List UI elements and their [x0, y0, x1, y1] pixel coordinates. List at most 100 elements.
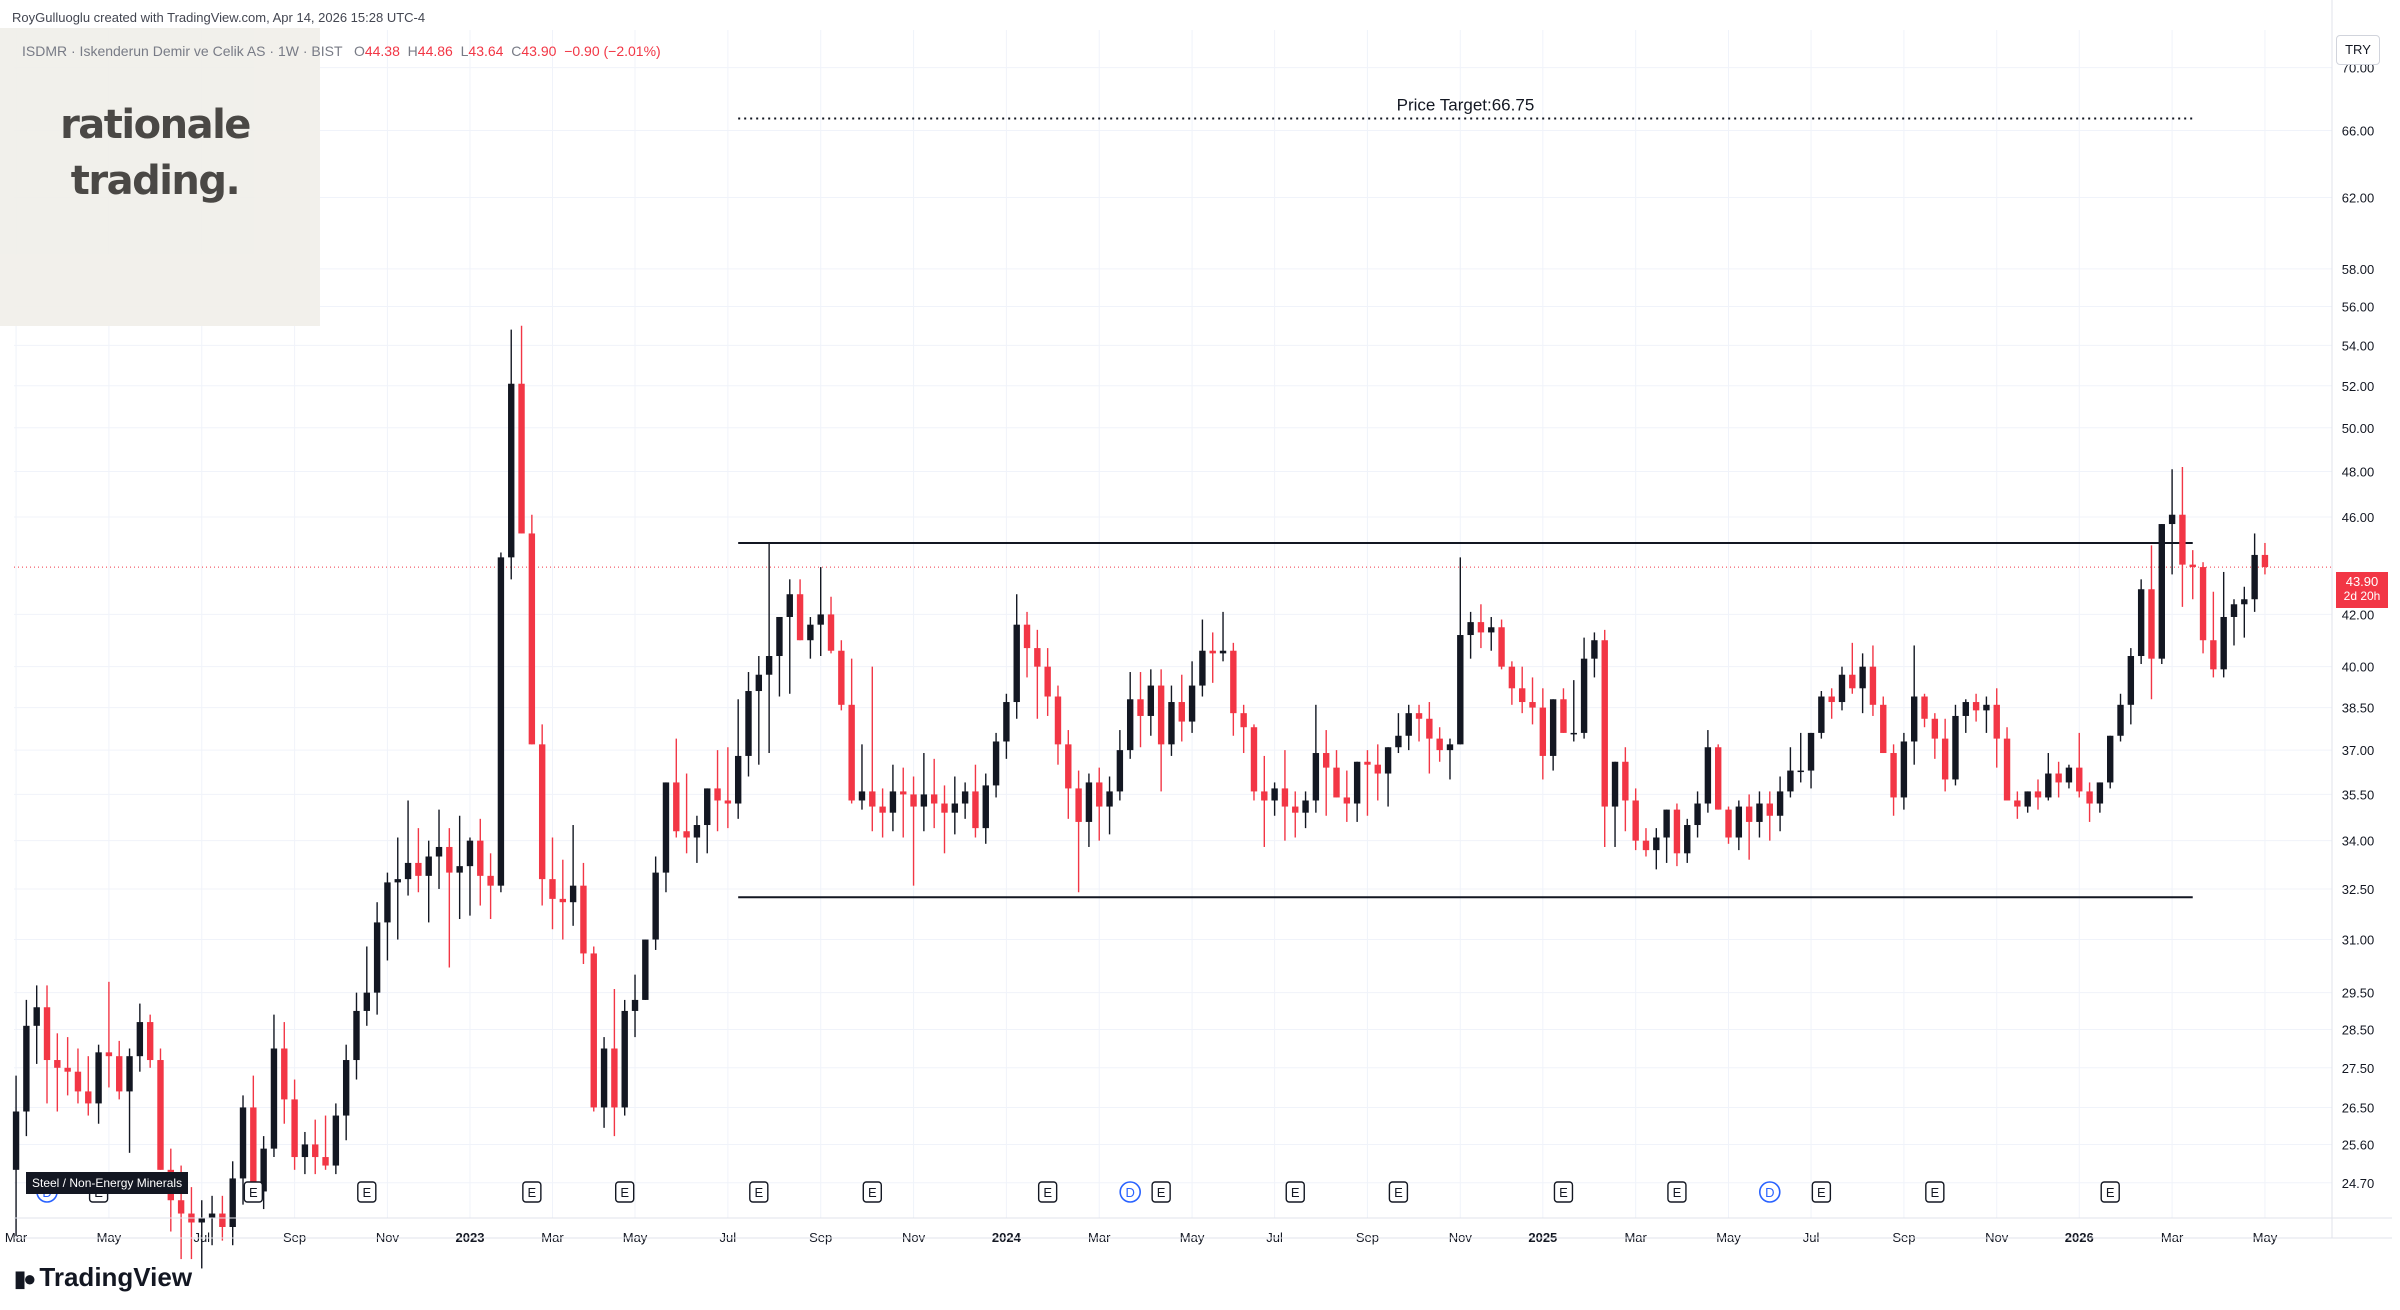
- candle-body: [2086, 791, 2093, 804]
- y-tick-label: 56.00: [2342, 299, 2375, 314]
- sector-label[interactable]: Steel / Non-Energy Minerals: [26, 1172, 189, 1194]
- candle: [600, 1037, 608, 1128]
- candle-body: [600, 1048, 608, 1108]
- candle: [1818, 691, 1825, 739]
- candle-body: [1426, 718, 1433, 739]
- candle-body: [312, 1144, 319, 1158]
- candle-body: [982, 785, 989, 829]
- candle-body: [415, 862, 422, 876]
- candle-body: [1807, 732, 1815, 771]
- y-tick-label: 24.70: [2342, 1176, 2375, 1191]
- candle: [1261, 755, 1268, 847]
- candle: [2127, 648, 2135, 725]
- candle: [910, 776, 917, 886]
- candle: [1591, 632, 1598, 678]
- candle: [1931, 713, 1939, 759]
- candle: [1508, 661, 1516, 705]
- candle-body: [1384, 747, 1392, 774]
- candle-body: [1849, 674, 1856, 689]
- candle-body: [652, 872, 659, 940]
- tradingview-logo[interactable]: ▮● TradingView: [14, 1262, 192, 1293]
- candle-body: [1818, 696, 1825, 733]
- candle-body: [1034, 648, 1041, 667]
- candle: [1673, 803, 1681, 867]
- earnings-marker: [862, 1181, 882, 1203]
- candle-body: [1745, 806, 1753, 822]
- candle: [611, 989, 618, 1137]
- candle: [2220, 571, 2227, 678]
- candle: [1694, 791, 1701, 838]
- symbol-legend[interactable]: ISDMR · Iskenderun Demir ve Celik AS · 1…: [22, 43, 661, 59]
- candle-body: [1013, 624, 1020, 703]
- candle: [260, 1136, 267, 1210]
- candle: [1880, 696, 1887, 754]
- candle-body: [858, 791, 866, 801]
- candle: [2137, 579, 2145, 664]
- candle: [1653, 828, 1660, 870]
- candle: [1477, 604, 1485, 649]
- candle-body: [518, 383, 525, 534]
- candle: [363, 946, 371, 1026]
- candle-body: [1137, 699, 1144, 716]
- candle-body: [1900, 741, 1908, 798]
- open-label: O: [353, 43, 365, 59]
- candle-body: [1168, 702, 1175, 745]
- y-tick-label: 48.00: [2342, 464, 2375, 479]
- candle: [1849, 642, 1856, 694]
- candle: [1250, 724, 1258, 801]
- candle-body: [1549, 699, 1557, 756]
- candle-body: [1023, 624, 1031, 649]
- candle-body: [1353, 761, 1361, 804]
- candle: [590, 946, 597, 1112]
- candle: [2086, 782, 2093, 822]
- candle: [538, 724, 546, 906]
- candle: [1704, 730, 1712, 813]
- candle: [1921, 693, 1928, 728]
- candle-body: [1797, 770, 1804, 773]
- candle-body: [1199, 650, 1206, 686]
- candle-body: [198, 1218, 205, 1223]
- y-tick-label: 37.00: [2342, 743, 2375, 758]
- candle: [1209, 632, 1216, 683]
- candle: [786, 579, 793, 694]
- candle: [1807, 732, 1815, 789]
- candle: [2003, 727, 2011, 801]
- candle: [373, 902, 381, 1015]
- candle-body: [291, 1099, 298, 1158]
- candle-body: [1911, 696, 1918, 742]
- candle-body: [1560, 699, 1567, 733]
- candle-body: [889, 791, 897, 813]
- candle: [2230, 599, 2238, 646]
- candle: [12, 1075, 20, 1237]
- currency-button[interactable]: TRY: [2336, 35, 2380, 65]
- candle: [146, 1014, 154, 1068]
- candle: [2158, 524, 2165, 664]
- candle: [446, 828, 453, 968]
- candle-body: [2055, 773, 2062, 783]
- y-tick-label: 50.00: [2342, 421, 2375, 436]
- candle: [1622, 747, 1629, 832]
- candle: [1570, 680, 1577, 742]
- low-value: 43.64: [468, 43, 504, 59]
- candle-body: [1622, 761, 1629, 801]
- candle-body: [1065, 744, 1072, 789]
- candle-body: [734, 755, 742, 804]
- candle-body: [1993, 704, 2000, 739]
- candle: [2055, 761, 2062, 798]
- candle-body: [786, 594, 793, 617]
- candle-body: [961, 791, 969, 804]
- candle: [1549, 699, 1557, 771]
- candle: [2210, 591, 2217, 678]
- candle: [1415, 704, 1423, 742]
- candle: [425, 840, 432, 923]
- earnings-marker: [1553, 1181, 1574, 1203]
- y-tick-label: 28.50: [2342, 1023, 2375, 1038]
- candle-body: [456, 866, 463, 873]
- candle: [1157, 669, 1165, 792]
- candle-body: [1580, 658, 1588, 733]
- candle-body: [136, 1022, 144, 1057]
- candle-body: [322, 1157, 329, 1166]
- candle-body: [1539, 707, 1547, 756]
- earnings-marker-label: E: [754, 1185, 763, 1200]
